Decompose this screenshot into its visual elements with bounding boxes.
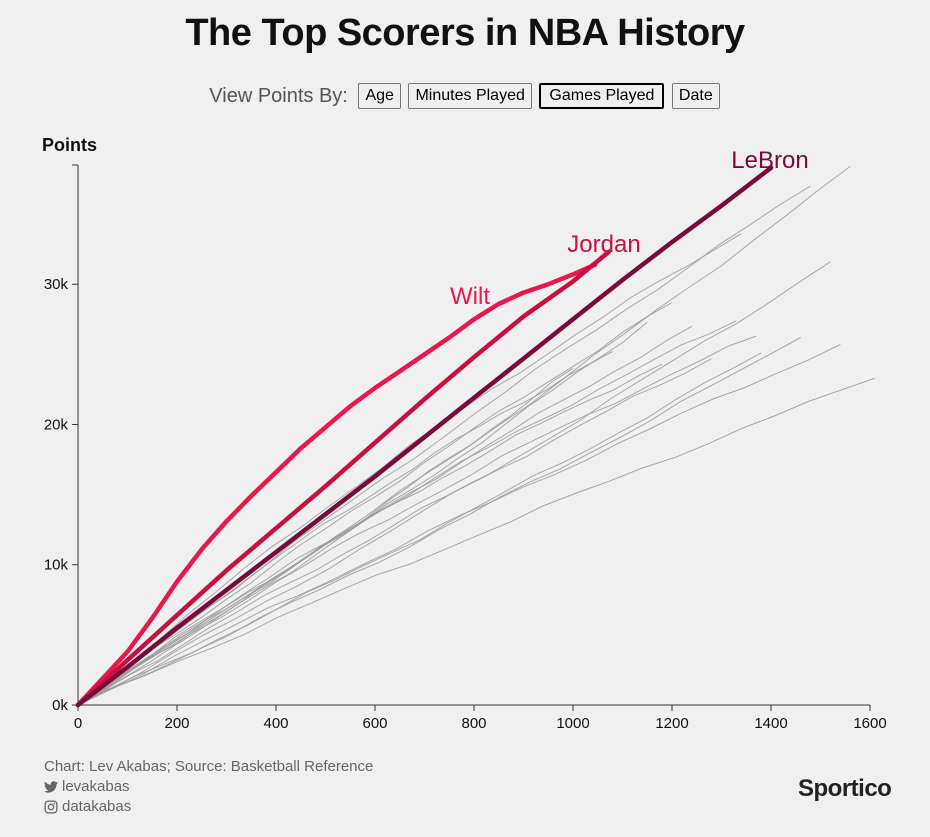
- line-lebron: [75, 165, 774, 708]
- view-by-controls: View Points By: Age Minutes Played Games…: [0, 83, 930, 109]
- label-jordan: Jordan: [567, 231, 640, 258]
- minutes-played-button[interactable]: Minutes Played: [408, 83, 532, 109]
- x-tick-label: 1400: [754, 715, 787, 732]
- y-tick-label: 0k: [52, 697, 68, 714]
- age-button[interactable]: Age: [358, 83, 401, 109]
- x-tick-label: 600: [362, 715, 387, 732]
- player-line: [77, 367, 574, 706]
- player-line: [77, 358, 712, 706]
- player-line: [77, 302, 673, 706]
- x-tick-label: 800: [461, 715, 486, 732]
- x-tick-label: 1000: [556, 715, 589, 732]
- chart-title: The Top Scorers in NBA History: [185, 12, 745, 54]
- games-played-button[interactable]: Games Played: [539, 83, 665, 109]
- line-jordan: [75, 249, 611, 708]
- x-tick-label: 0: [74, 715, 82, 732]
- player-line: [77, 352, 762, 706]
- player-line: [77, 363, 663, 706]
- sportico-logo: Sportico: [798, 775, 892, 802]
- player-line: [77, 325, 693, 706]
- player-line: [77, 344, 841, 706]
- player-line: [77, 335, 757, 706]
- player-line: [77, 185, 811, 706]
- player-line: [77, 165, 851, 706]
- y-tick-label: 10k: [44, 557, 69, 574]
- line-wilt: [75, 262, 598, 708]
- label-wilt: Wilt: [450, 283, 490, 310]
- player-line: [77, 320, 737, 706]
- x-tick-label: 1200: [655, 715, 688, 732]
- label-lebron: LeBron: [731, 147, 808, 174]
- player-line: [77, 233, 742, 706]
- date-button[interactable]: Date: [671, 83, 720, 109]
- player-line: [77, 261, 831, 706]
- footer: Chart: Lev Akabas; Source: Basketball Re…: [44, 757, 373, 817]
- x-tick-label: 400: [263, 715, 288, 732]
- view-by-label: View Points By:: [209, 84, 348, 107]
- x-tick-label: 1600: [853, 715, 886, 732]
- y-tick-label: 20k: [44, 416, 69, 433]
- twitter-handle[interactable]: levakabas: [62, 778, 130, 795]
- instagram-icon: [44, 800, 58, 814]
- instagram-handle[interactable]: datakabas: [62, 798, 132, 815]
- y-tick-label: 30k: [44, 276, 69, 293]
- source-credit: Chart: Lev Akabas; Source: Basketball Re…: [44, 758, 374, 775]
- y-axis-label: Points: [42, 135, 97, 155]
- player-line: [77, 377, 876, 706]
- twitter-icon: [44, 781, 58, 793]
- x-tick-label: 200: [164, 715, 189, 732]
- scoring-chart: 0k 10k 20k 30k 0 200 400 600 800 1000 1200 1400 1600…: [42, 135, 887, 732]
- player-line: [77, 321, 648, 706]
